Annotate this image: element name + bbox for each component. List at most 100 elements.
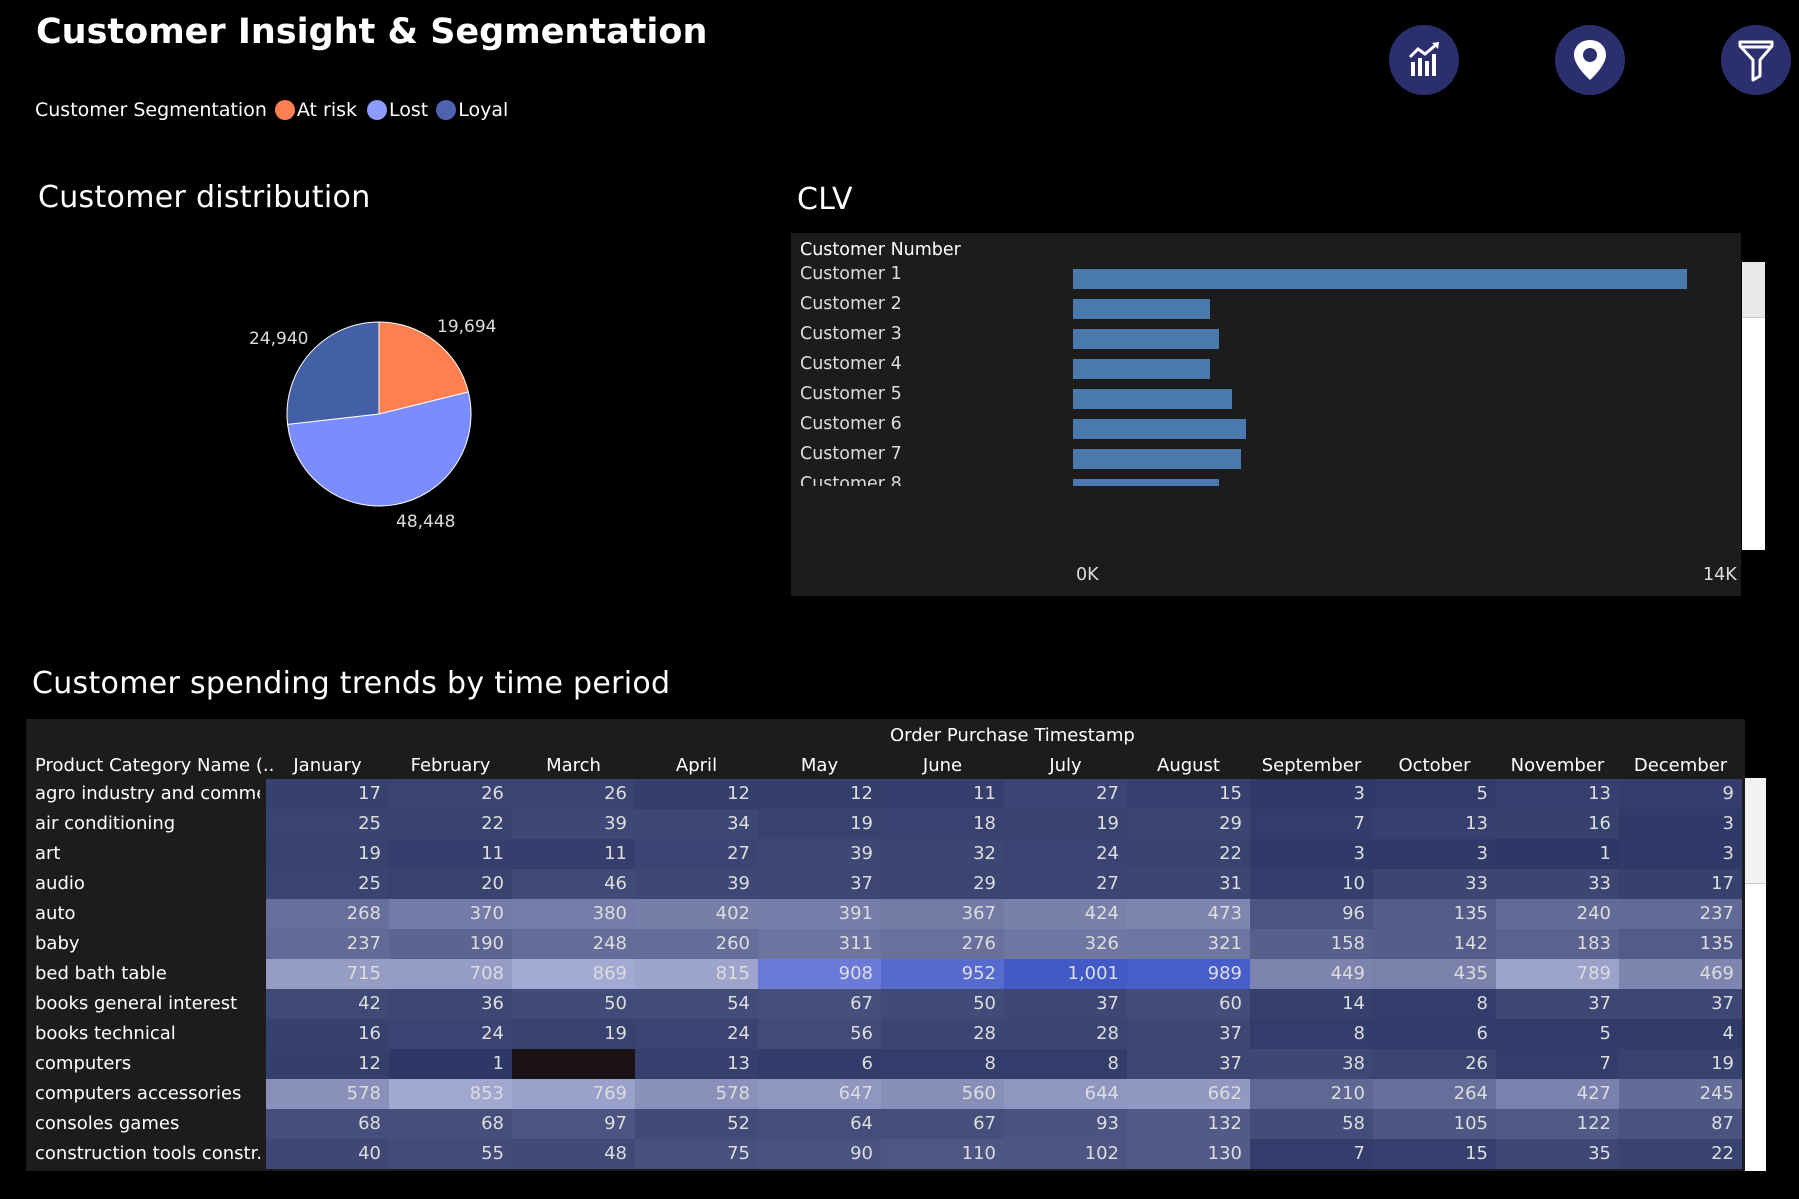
clv-bar[interactable]: [1073, 329, 1219, 349]
heatmap-cell[interactable]: 20: [389, 869, 512, 899]
heatmap-cell[interactable]: 29: [881, 869, 1004, 899]
heatmap-cell[interactable]: 708: [389, 959, 512, 989]
heatmap-scrollbar[interactable]: [1745, 778, 1766, 1171]
heatmap-cell[interactable]: 122: [1496, 1109, 1619, 1139]
heatmap-cell[interactable]: 24: [635, 1019, 758, 1049]
heatmap-cell[interactable]: 3: [1373, 839, 1496, 869]
heatmap-cell[interactable]: 58: [1250, 1109, 1373, 1139]
heatmap-cell[interactable]: 19: [1619, 1049, 1742, 1079]
heatmap-cell[interactable]: 158: [1250, 929, 1373, 959]
heatmap-cell[interactable]: 93: [1004, 1109, 1127, 1139]
heatmap-cell[interactable]: 75: [635, 1139, 758, 1169]
legend-item-loyal[interactable]: Loyal: [436, 99, 508, 121]
heatmap-cell[interactable]: 1: [389, 1049, 512, 1079]
heatmap-cell[interactable]: 789: [1496, 959, 1619, 989]
heatmap-cell[interactable]: 12: [266, 1049, 389, 1079]
heatmap-cell[interactable]: 13: [635, 1049, 758, 1079]
heatmap-cell[interactable]: 17: [266, 779, 389, 809]
category-row-label[interactable]: baby: [35, 933, 80, 954]
heatmap-cell[interactable]: 26: [389, 779, 512, 809]
heatmap-cell[interactable]: 15: [1373, 1139, 1496, 1169]
legend-item-at-risk[interactable]: At risk: [274, 99, 357, 121]
heatmap-cell[interactable]: 102: [1004, 1139, 1127, 1169]
clv-scrollbar[interactable]: [1742, 262, 1765, 550]
heatmap-cell[interactable]: 769: [512, 1079, 635, 1109]
heatmap-cell[interactable]: [512, 1049, 635, 1079]
heatmap-cell[interactable]: 37: [1127, 1019, 1250, 1049]
heatmap-cell[interactable]: 8: [1373, 989, 1496, 1019]
category-row-label[interactable]: computers: [35, 1053, 132, 1074]
clv-scrollbar-thumb[interactable]: [1742, 262, 1765, 318]
heatmap-cell[interactable]: 435: [1373, 959, 1496, 989]
heatmap-cell[interactable]: 29: [1127, 809, 1250, 839]
month-column-header[interactable]: October: [1398, 755, 1471, 776]
heatmap-cell[interactable]: 96: [1250, 899, 1373, 929]
heatmap-cell[interactable]: 578: [266, 1079, 389, 1109]
heatmap-cell[interactable]: 715: [266, 959, 389, 989]
clv-bar[interactable]: [1073, 359, 1210, 379]
heatmap-cell[interactable]: 33: [1496, 869, 1619, 899]
heatmap-cell[interactable]: 647: [758, 1079, 881, 1109]
heatmap-cell[interactable]: 50: [512, 989, 635, 1019]
heatmap-cell[interactable]: 37: [1127, 1049, 1250, 1079]
heatmap-cell[interactable]: 24: [389, 1019, 512, 1049]
heatmap-cell[interactable]: 135: [1619, 929, 1742, 959]
clv-bar[interactable]: [1073, 269, 1688, 289]
category-row-label[interactable]: auto: [35, 903, 76, 924]
heatmap-cell[interactable]: 8: [1004, 1049, 1127, 1079]
heatmap-cell[interactable]: 38: [1250, 1049, 1373, 1079]
heatmap-cell[interactable]: 27: [1004, 869, 1127, 899]
heatmap-cell[interactable]: 5: [1496, 1019, 1619, 1049]
heatmap-cell[interactable]: 60: [1127, 989, 1250, 1019]
filter-nav-button[interactable]: [1721, 25, 1791, 95]
heatmap-cell[interactable]: 11: [881, 779, 1004, 809]
heatmap-cell[interactable]: 853: [389, 1079, 512, 1109]
heatmap-cell[interactable]: 1,001: [1004, 959, 1127, 989]
heatmap-cell[interactable]: 183: [1496, 929, 1619, 959]
heatmap-cell[interactable]: 39: [758, 839, 881, 869]
heatmap-cell[interactable]: 130: [1127, 1139, 1250, 1169]
heatmap-cell[interactable]: 6: [1373, 1019, 1496, 1049]
heatmap-cell[interactable]: 25: [266, 809, 389, 839]
heatmap-cell[interactable]: 56: [758, 1019, 881, 1049]
heatmap-cell[interactable]: 12: [758, 779, 881, 809]
heatmap-cell[interactable]: 37: [1004, 989, 1127, 1019]
pie-slice-loyal[interactable]: [286, 321, 380, 425]
heatmap-cell[interactable]: 367: [881, 899, 1004, 929]
heatmap-cell[interactable]: 13: [1496, 779, 1619, 809]
category-row-label[interactable]: air conditioning: [35, 813, 176, 834]
pie-slice-at-risk[interactable]: [378, 321, 469, 415]
category-row-label[interactable]: books technical: [35, 1023, 176, 1044]
row-header[interactable]: Product Category Name (..: [35, 755, 275, 776]
heatmap-cell[interactable]: 3: [1619, 839, 1742, 869]
heatmap-cell[interactable]: 326: [1004, 929, 1127, 959]
heatmap-cell[interactable]: 268: [266, 899, 389, 929]
pie-slice-lost[interactable]: [287, 391, 472, 507]
heatmap-cell[interactable]: 33: [1373, 869, 1496, 899]
heatmap-cell[interactable]: 90: [758, 1139, 881, 1169]
heatmap-cell[interactable]: 37: [1496, 989, 1619, 1019]
heatmap-cell[interactable]: 19: [1004, 809, 1127, 839]
clv-bar[interactable]: [1073, 449, 1242, 469]
heatmap-cell[interactable]: 52: [635, 1109, 758, 1139]
category-row-label[interactable]: computers accessories: [35, 1083, 242, 1104]
heatmap-cell[interactable]: 210: [1250, 1079, 1373, 1109]
heatmap-cell[interactable]: 248: [512, 929, 635, 959]
category-row-label[interactable]: audio: [35, 873, 85, 894]
heatmap-cell[interactable]: 260: [635, 929, 758, 959]
heatmap-cell[interactable]: 68: [266, 1109, 389, 1139]
clv-bar[interactable]: [1073, 299, 1210, 319]
heatmap-cell[interactable]: 10: [1250, 869, 1373, 899]
heatmap-cell[interactable]: 989: [1127, 959, 1250, 989]
heatmap-scrollbar-thumb[interactable]: [1745, 778, 1766, 884]
heatmap-cell[interactable]: 276: [881, 929, 1004, 959]
month-column-header[interactable]: December: [1633, 755, 1728, 776]
heatmap-cell[interactable]: 18: [881, 809, 1004, 839]
month-column-header[interactable]: August: [1157, 755, 1220, 776]
heatmap-cell[interactable]: 391: [758, 899, 881, 929]
map-nav-button[interactable]: [1555, 25, 1625, 95]
heatmap-cell[interactable]: 34: [635, 809, 758, 839]
heatmap-cell[interactable]: 40: [266, 1139, 389, 1169]
heatmap-cell[interactable]: 427: [1496, 1079, 1619, 1109]
heatmap-cell[interactable]: 3: [1250, 779, 1373, 809]
